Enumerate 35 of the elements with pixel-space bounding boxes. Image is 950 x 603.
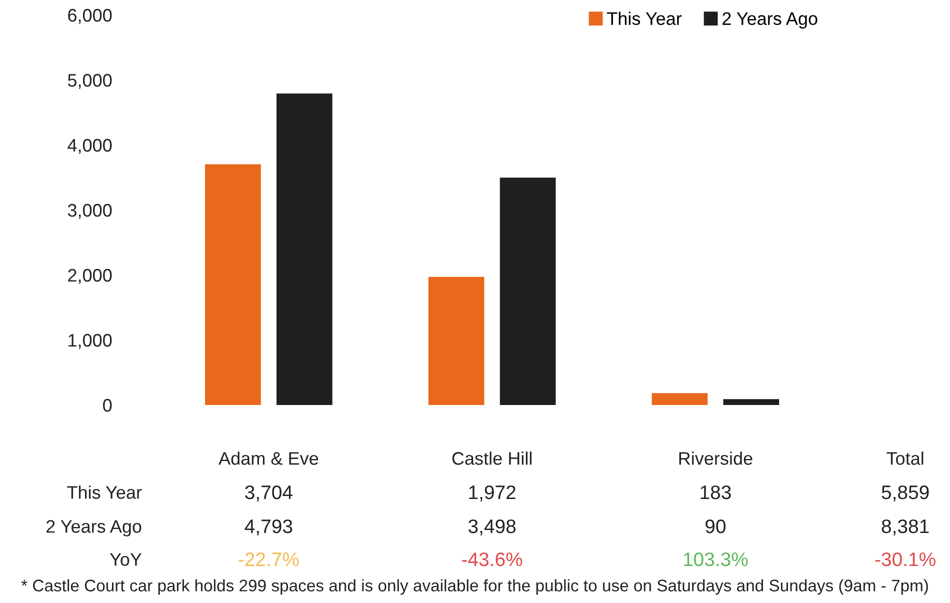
legend-label: This Year xyxy=(607,12,682,26)
text: * Castle Court car park holds 299 spaces and is only available for the public to use on Saturdays and Sundays (9am - 7pm) xyxy=(21,579,928,595)
text: 3,498 xyxy=(468,519,516,536)
text: 2 Years Ago xyxy=(46,520,142,536)
text: 3,704 xyxy=(245,485,292,502)
x-tick-label: Adam & Eve xyxy=(218,452,318,465)
y-tick-label: 2,000 xyxy=(68,268,112,284)
text: 103.3% xyxy=(684,552,748,566)
y-tick-label: 1,000 xyxy=(68,334,112,349)
text: 183 xyxy=(700,485,731,500)
bar xyxy=(500,178,556,405)
bar xyxy=(205,164,261,405)
text: Total xyxy=(886,452,924,465)
x-tick-label: Riverside xyxy=(679,452,752,465)
y-tick-label: 3,000 xyxy=(68,204,112,219)
y-tick-label: 5,000 xyxy=(68,74,112,89)
y-tick-label: 4,000 xyxy=(68,138,112,154)
bar xyxy=(276,93,332,405)
text: 8,381 xyxy=(882,519,929,536)
y-tick-label: 6,000 xyxy=(68,8,112,24)
text: 90 xyxy=(706,519,726,534)
bar xyxy=(428,276,484,405)
text: This Year xyxy=(67,486,142,499)
text: 4,793 xyxy=(244,519,292,536)
legend-label: 2 Years Ago xyxy=(722,12,818,29)
text: 1,972 xyxy=(469,485,516,502)
text: YoY xyxy=(110,553,142,566)
text: -30.1% xyxy=(875,552,936,566)
bar xyxy=(652,393,708,405)
bar xyxy=(723,399,780,405)
text: 5,859 xyxy=(882,485,929,502)
text: -43.6% xyxy=(462,552,522,566)
text: -22.7% xyxy=(238,552,299,566)
x-tick-label: Castle Hill xyxy=(452,452,532,465)
y-tick-label: 0 xyxy=(103,398,112,412)
